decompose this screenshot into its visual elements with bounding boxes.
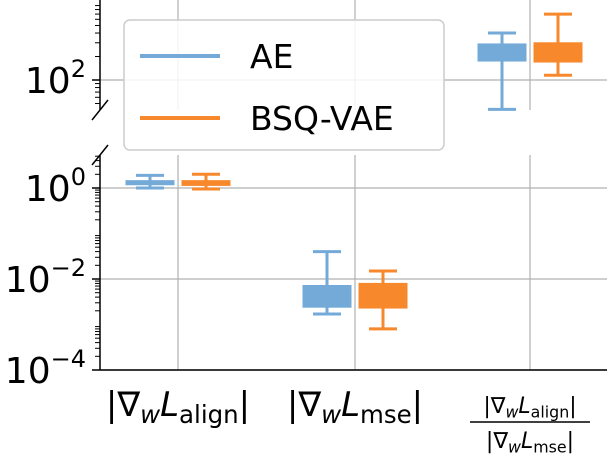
legend-label: AE [250, 37, 293, 76]
x-tick-label: |∇wLmse| [287, 385, 423, 429]
box-body [302, 284, 352, 308]
box-body [477, 43, 527, 62]
axis-break-marker [91, 144, 109, 166]
y-tick-label: 100 [25, 163, 86, 210]
box-AE-0 [125, 173, 175, 190]
box-BSQ-VAE-1 [358, 269, 408, 331]
upper-panel: 102 [25, 0, 607, 121]
lower-panel: 100 10−2 10−4 [5, 144, 607, 392]
x-tick-label-denominator: |∇wLmse| [486, 429, 574, 456]
box-AE-1 [302, 250, 352, 316]
box-BSQ-VAE-2 [533, 12, 583, 77]
x-tick-label: |∇wLalign| [106, 385, 250, 429]
box-BSQ-VAE-0 [181, 172, 231, 191]
box-AE-2 [477, 31, 527, 111]
legend-label: BSQ-VAE [250, 99, 394, 138]
box-body [533, 42, 583, 63]
y-tick-label: 10−4 [5, 345, 86, 392]
x-tick-label-numerator: |∇wLalign| [483, 394, 576, 421]
axis-break-marker [91, 99, 109, 121]
x-axis-labels: |∇wLalign| |∇wLmse| |∇wLalign| |∇wLmse| [106, 385, 590, 456]
y-tick-label: 102 [25, 55, 86, 102]
legend: AE BSQ-VAE [123, 19, 445, 151]
y-tick-label: 10−2 [5, 254, 86, 301]
